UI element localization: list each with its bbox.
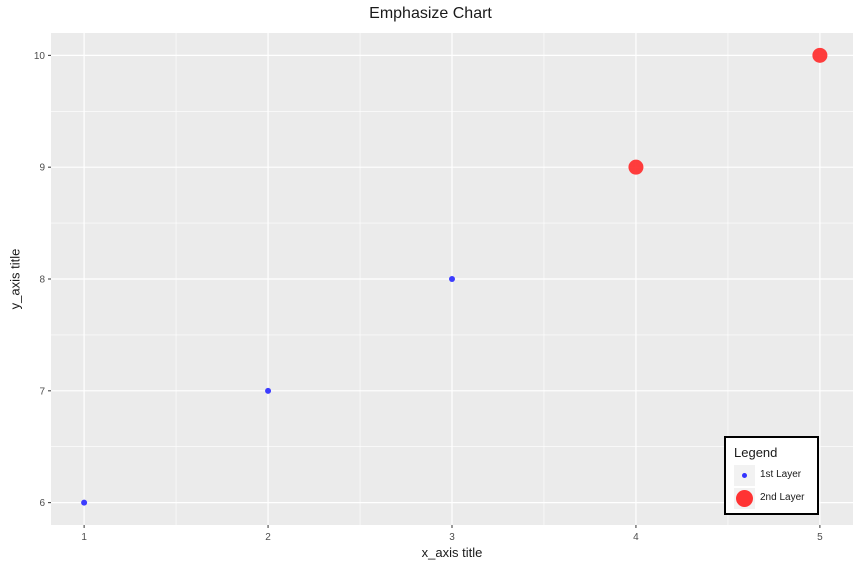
legend-key-2nd-layer [734, 488, 755, 509]
data-points [81, 47, 828, 506]
legend-item-1st-layer: 1st Layer [734, 465, 818, 486]
legend: Legend 1st Layer 2nd Layer [724, 436, 819, 515]
legend-label-2nd-layer: 2nd Layer [760, 492, 805, 503]
axis-ticks [48, 54, 821, 528]
x-axis-title: x_axis title [421, 545, 483, 560]
y-tick-label: 9 [39, 163, 45, 174]
tick-labels: 1 2 3 4 5 6 7 8 9 10 [34, 51, 823, 543]
legend-marker-2nd-layer [736, 490, 753, 507]
legend-key-1st-layer [734, 465, 755, 486]
legend-label-1st-layer: 1st Layer [760, 469, 802, 480]
legend-marker-1st-layer [742, 473, 747, 478]
x-tick-label: 1 [81, 532, 87, 543]
y-tick-label: 10 [34, 51, 46, 62]
x-tick-label: 3 [449, 532, 455, 543]
data-point-series-1 [81, 499, 88, 506]
data-point-series-1 [265, 387, 272, 394]
y-tick-label: 8 [39, 275, 45, 286]
y-tick-label: 7 [39, 386, 45, 397]
chart-title: Emphasize Chart [369, 5, 492, 22]
x-tick-label: 2 [265, 532, 271, 543]
data-point-series-2 [628, 159, 644, 175]
y-tick-label: 6 [39, 498, 45, 509]
x-tick-label: 5 [817, 532, 823, 543]
data-point-series-1 [449, 276, 455, 282]
legend-title: Legend [734, 445, 778, 460]
x-tick-label: 4 [633, 532, 639, 543]
data-point-series-2 [812, 47, 828, 63]
legend-item-2nd-layer: 2nd Layer [734, 488, 818, 509]
